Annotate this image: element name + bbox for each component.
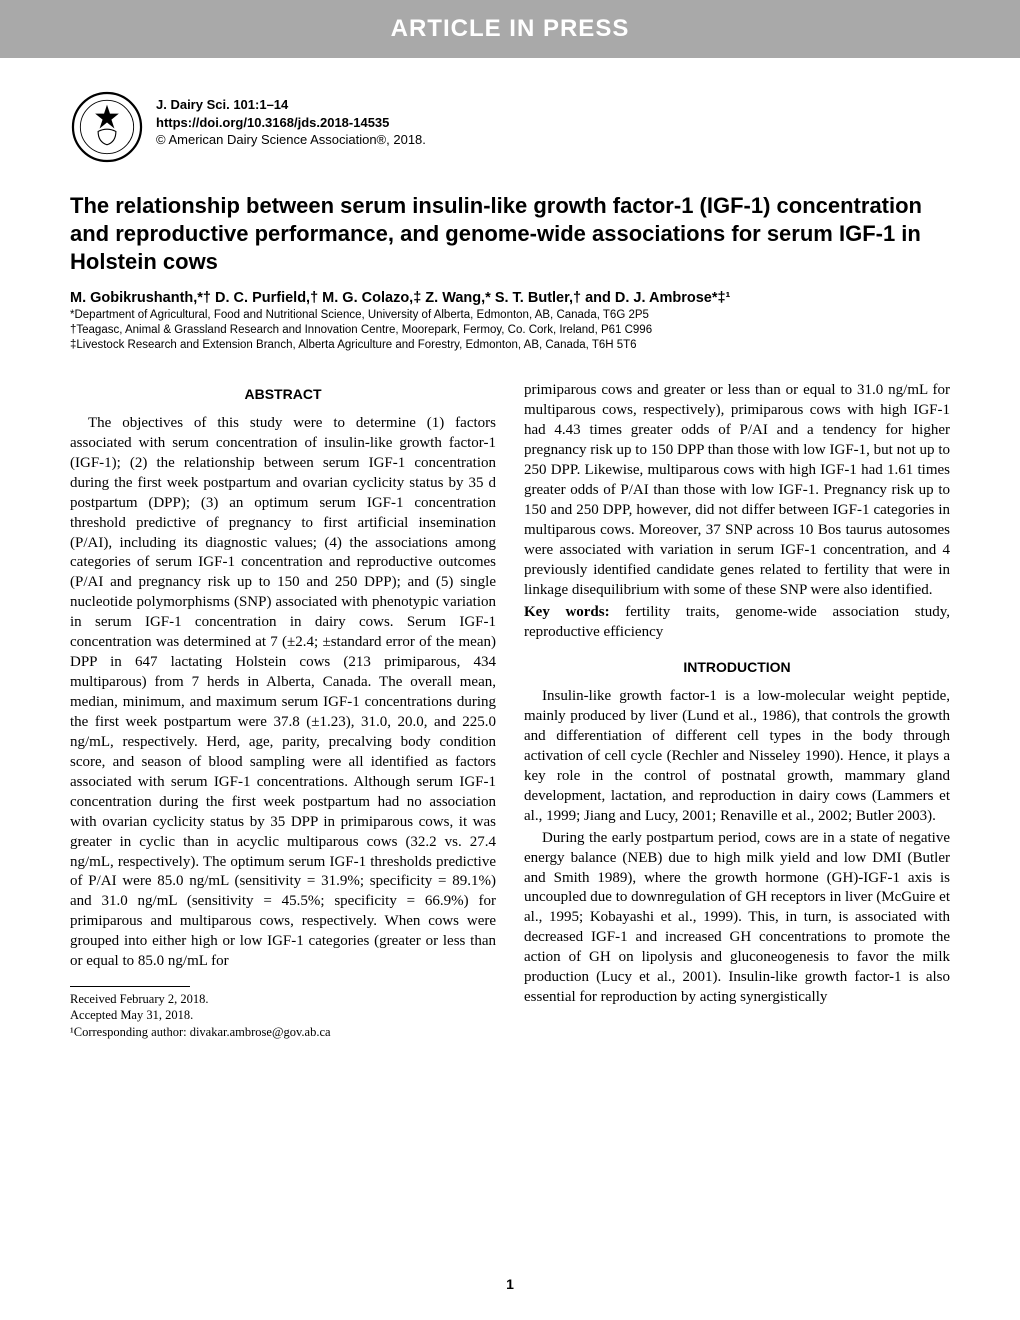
affiliation-line: ‡Livestock Research and Extension Branch… — [70, 338, 950, 353]
journal-copyright: © American Dairy Science Association®, 2… — [156, 131, 426, 149]
header-block: J. Dairy Sci. 101:1–14 https://doi.org/1… — [0, 58, 1020, 174]
intro-paragraph: During the early postpartum period, cows… — [524, 829, 950, 1008]
two-column-content: ABSTRACT The objectives of this study we… — [0, 353, 1020, 1040]
affiliation-line: †Teagasc, Animal & Grassland Research an… — [70, 323, 950, 338]
affiliation-line: *Department of Agricultural, Food and Nu… — [70, 308, 950, 323]
footnote-received: Received February 2, 2018. — [70, 991, 496, 1007]
footnotes: Received February 2, 2018. Accepted May … — [70, 991, 496, 1040]
journal-citation: J. Dairy Sci. 101:1–14 — [156, 96, 426, 114]
intro-paragraph: Insulin-like growth factor-1 is a low-mo… — [524, 687, 950, 827]
journal-logo-icon — [70, 90, 144, 164]
abstract-heading: ABSTRACT — [70, 385, 496, 404]
banner-text: ARTICLE IN PRESS — [391, 15, 630, 43]
authors-line: M. Gobikrushanth,*† D. C. Purfield,† M. … — [70, 290, 950, 306]
abstract-continuation: primiparous cows and greater or less tha… — [524, 381, 950, 600]
keywords-line: Key words: fertility traits, genome-wide… — [524, 603, 950, 643]
affiliations: *Department of Agricultural, Food and Nu… — [70, 308, 950, 353]
keywords-label: Key words: — [524, 604, 610, 620]
title-block: The relationship between serum insulin-l… — [0, 174, 1020, 353]
article-title: The relationship between serum insulin-l… — [70, 192, 950, 276]
footnote-accepted: Accepted May 31, 2018. — [70, 1007, 496, 1023]
article-in-press-banner: ARTICLE IN PRESS — [0, 0, 1020, 58]
journal-doi: https://doi.org/10.3168/jds.2018-14535 — [156, 114, 426, 132]
introduction-heading: INTRODUCTION — [524, 658, 950, 677]
page-number: 1 — [0, 1276, 1020, 1292]
journal-meta: J. Dairy Sci. 101:1–14 https://doi.org/1… — [156, 90, 426, 149]
footnote-corresponding: ¹Corresponding author: divakar.ambrose@g… — [70, 1024, 496, 1040]
abstract-paragraph: The objectives of this study were to det… — [70, 414, 496, 972]
footnote-rule — [70, 986, 190, 987]
